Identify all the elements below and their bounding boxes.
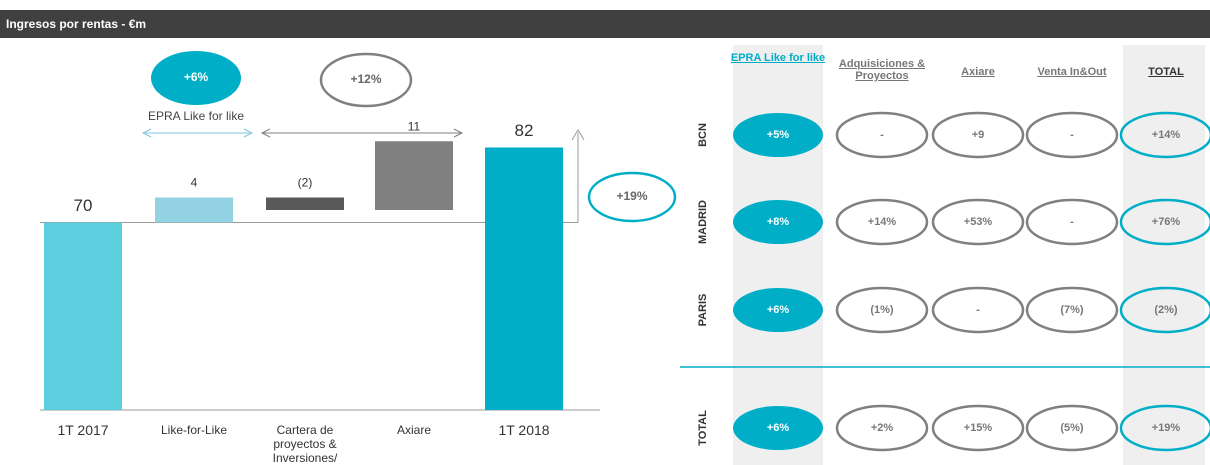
cell-badge — [931, 404, 1025, 452]
cell-badge — [931, 286, 1025, 334]
cell: - — [976, 304, 980, 316]
cell-badge — [1025, 198, 1119, 246]
value-label: 70 — [74, 196, 93, 215]
cell-badge — [1025, 286, 1119, 334]
cell: +5% — [767, 129, 790, 141]
header-title: Ingresos por rentas - €m — [0, 10, 1210, 38]
row-label: MADRID — [697, 200, 709, 244]
arrow-head — [571, 129, 585, 141]
bar — [375, 141, 453, 210]
row-label: PARIS — [697, 294, 709, 327]
cell: - — [880, 129, 884, 141]
cell-badge — [835, 286, 929, 334]
cell: +15% — [964, 422, 993, 434]
badge-text: +6% — [184, 70, 209, 84]
cell: +76% — [1152, 216, 1181, 228]
cell-badge — [733, 113, 823, 157]
cell-badge — [733, 200, 823, 244]
value-label: (2) — [298, 176, 313, 190]
cell: (5%) — [1060, 422, 1084, 434]
row-label: BCN — [697, 123, 709, 147]
cell-badge — [733, 288, 823, 332]
bar — [155, 197, 233, 223]
cell-badge — [835, 111, 929, 159]
column-shade — [1123, 45, 1205, 465]
bar — [266, 197, 344, 210]
arrow-head — [260, 128, 464, 138]
value-label: 82 — [515, 121, 534, 140]
x-tick-label: 1T 2017 — [57, 422, 109, 438]
badge — [319, 52, 413, 108]
cell-badge — [931, 198, 1025, 246]
x-tick-label: 1T 2018 — [498, 422, 550, 438]
cell-badge — [931, 111, 1025, 159]
value-label: 11 — [408, 119, 421, 133]
cell-badge — [1025, 111, 1119, 159]
column-header: Venta In&Out — [1037, 66, 1107, 78]
cell-badge — [1119, 286, 1210, 334]
cell-badge — [1025, 404, 1119, 452]
cell-badge — [733, 406, 823, 450]
cell: - — [1070, 129, 1074, 141]
x-tick-label: Axiare — [396, 423, 431, 437]
cell: +9 — [972, 129, 985, 141]
x-tick-label: Cartera de proyectos & Inversiones/ — [272, 423, 338, 465]
cell: (1%) — [870, 304, 894, 316]
cell: - — [1070, 216, 1074, 228]
badge-text: +12% — [350, 72, 381, 86]
cell: +53% — [964, 216, 993, 228]
cell: +14% — [1152, 129, 1181, 141]
badge — [151, 51, 241, 105]
cell: +8% — [767, 216, 790, 228]
cell-badge — [1119, 111, 1210, 159]
value-label: 4 — [191, 176, 198, 190]
cell-badge — [1119, 198, 1210, 246]
column-header: TOTAL — [1148, 66, 1184, 78]
cell: (2%) — [1154, 304, 1178, 316]
column-header: Axiare — [961, 66, 995, 78]
arrow-head — [141, 128, 254, 138]
bar — [485, 147, 563, 410]
badge-text: +19% — [616, 189, 647, 203]
cell: +6% — [767, 422, 790, 434]
cell-badge — [1119, 404, 1210, 452]
column-header: Adquisiciones & Proyectos — [838, 58, 926, 82]
row-label: TOTAL — [697, 410, 709, 446]
annotation: EPRA Like for like — [148, 109, 244, 123]
badge — [587, 171, 677, 223]
cell-badge — [835, 404, 929, 452]
bar — [44, 222, 122, 410]
column-header: EPRA Like for like — [730, 52, 826, 64]
cell: +19% — [1152, 422, 1181, 434]
x-tick-label: Like-for-Like — [160, 423, 228, 437]
cell: (7%) — [1060, 304, 1084, 316]
cell: +14% — [868, 216, 897, 228]
cell: +2% — [871, 422, 894, 434]
cell-badge — [835, 198, 929, 246]
cell: +6% — [767, 304, 790, 316]
column-shade — [733, 45, 823, 465]
